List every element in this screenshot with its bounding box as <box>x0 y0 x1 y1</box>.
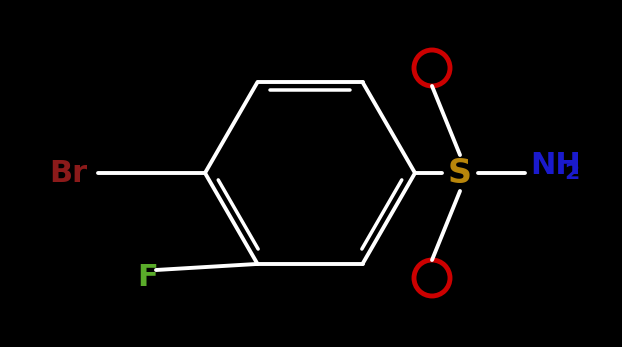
Text: 2: 2 <box>564 163 579 183</box>
Text: Br: Br <box>49 159 87 187</box>
Text: NH: NH <box>530 151 581 179</box>
Text: S: S <box>448 156 472 189</box>
Text: F: F <box>137 263 159 293</box>
